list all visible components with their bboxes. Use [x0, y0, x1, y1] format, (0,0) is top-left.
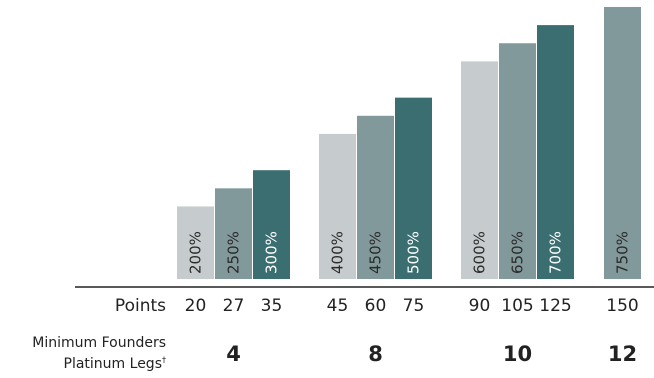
- bar: [604, 6, 641, 279]
- min-legs-row-label-line1: Minimum Founders: [32, 335, 166, 351]
- bar: [319, 133, 356, 279]
- bar: [215, 188, 252, 279]
- points-value: 75: [403, 296, 425, 316]
- min-legs-value: 12: [608, 342, 637, 366]
- bar: [357, 115, 394, 279]
- points-value: 20: [185, 296, 207, 316]
- min-legs-row-label-line2: Platinum Legs: [63, 356, 162, 372]
- points-row: Points 20 27 35 45 60 75 90 105 125 150: [115, 296, 639, 316]
- points-value: 27: [223, 296, 245, 316]
- bar-value-label: 600%: [471, 231, 489, 274]
- points-value: 150: [606, 296, 638, 316]
- bars-layer: 200% 250% 300% 400% 450% 500% 600% 650% 700% 750%: [177, 6, 641, 280]
- min-legs-row-label: Minimum Founders Platinum Legs†: [32, 333, 166, 375]
- points-value: 35: [261, 296, 283, 316]
- points-value: 105: [501, 296, 533, 316]
- bar-value-label: 650%: [509, 231, 527, 274]
- points-value: 45: [327, 296, 349, 316]
- bar: [461, 61, 498, 279]
- bar-value-label: 750%: [614, 231, 632, 274]
- points-row-label: Points: [115, 296, 166, 316]
- points-values: 20 27 35 45 60 75 90 105 125 150: [185, 296, 639, 316]
- bar-value-label: 500%: [405, 231, 423, 274]
- points-value: 125: [539, 296, 571, 316]
- points-value: 60: [365, 296, 387, 316]
- bar-value-label: 250%: [225, 231, 243, 274]
- min-legs-value: 10: [503, 342, 532, 366]
- bar-value-label: 450%: [367, 231, 385, 274]
- legs-values: 4 8 10 12: [226, 342, 637, 366]
- bar: [253, 170, 290, 279]
- min-legs-value: 8: [368, 342, 383, 366]
- bar: [499, 43, 536, 280]
- bar-value-label: 200%: [187, 231, 205, 274]
- bar: [177, 206, 214, 279]
- bar: [537, 25, 574, 279]
- bar-value-label: 700%: [547, 231, 565, 274]
- bar: [395, 97, 432, 280]
- dagger-mark: †: [162, 355, 166, 365]
- min-legs-value: 4: [226, 342, 241, 366]
- bar-value-label: 300%: [263, 231, 281, 274]
- bar-value-label: 400%: [329, 231, 347, 274]
- points-value: 90: [469, 296, 491, 316]
